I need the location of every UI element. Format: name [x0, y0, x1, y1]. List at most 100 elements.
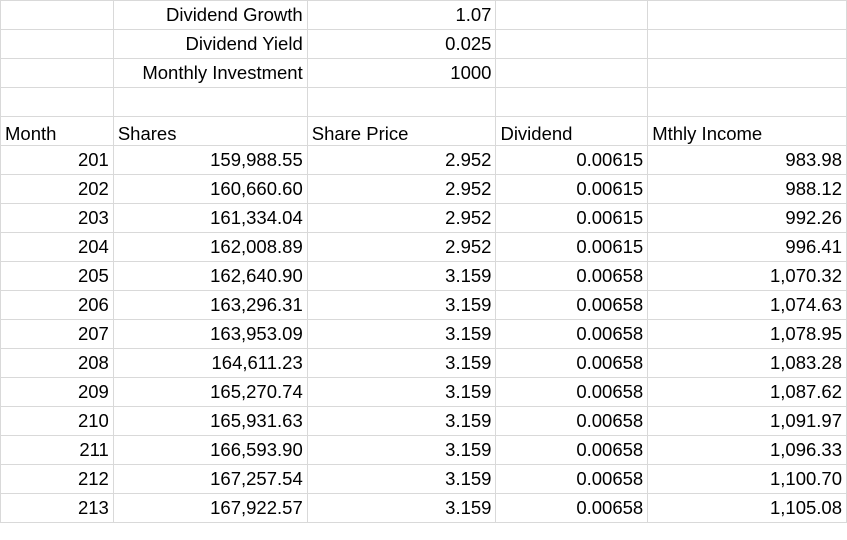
cell-dividend[interactable]: 0.00615: [495, 145, 649, 175]
table-row: 213 167,922.57 3.159 0.00658 1,105.08: [0, 493, 847, 523]
cell-dividend[interactable]: 0.00615: [495, 232, 649, 262]
cell-monthly-income[interactable]: 1,087.62: [647, 377, 847, 407]
cell-shares[interactable]: 160,660.60: [112, 174, 308, 204]
param-value[interactable]: 1000: [306, 58, 497, 88]
cell-dividend[interactable]: 0.00658: [495, 261, 649, 291]
header-shares[interactable]: Shares: [112, 116, 308, 146]
cell-empty[interactable]: [495, 0, 649, 30]
cell-monthly-income[interactable]: 996.41: [647, 232, 847, 262]
cell-empty[interactable]: [647, 0, 847, 30]
cell-monthly-income[interactable]: 1,096.33: [647, 435, 847, 465]
param-label[interactable]: Dividend Yield: [112, 29, 308, 59]
cell-empty[interactable]: [647, 58, 847, 88]
cell-dividend[interactable]: 0.00615: [495, 174, 649, 204]
cell-empty[interactable]: [306, 87, 497, 117]
cell-month[interactable]: 208: [0, 348, 114, 378]
cell-share-price[interactable]: 3.159: [306, 377, 497, 407]
cell-shares[interactable]: 165,931.63: [112, 406, 308, 436]
cell-month[interactable]: 202: [0, 174, 114, 204]
cell-share-price[interactable]: 3.159: [306, 290, 497, 320]
cell-month[interactable]: 213: [0, 493, 114, 523]
cell-month[interactable]: 212: [0, 464, 114, 494]
cell-empty[interactable]: [647, 29, 847, 59]
cell-monthly-income[interactable]: 983.98: [647, 145, 847, 175]
cell-monthly-income[interactable]: 1,083.28: [647, 348, 847, 378]
cell-month[interactable]: 203: [0, 203, 114, 233]
param-label[interactable]: Dividend Growth: [112, 0, 308, 30]
cell-empty[interactable]: [0, 0, 114, 30]
cell-empty[interactable]: [0, 87, 114, 117]
cell-shares[interactable]: 159,988.55: [112, 145, 308, 175]
cell-shares[interactable]: 162,640.90: [112, 261, 308, 291]
header-share-price[interactable]: Share Price: [306, 116, 497, 146]
cell-shares[interactable]: 162,008.89: [112, 232, 308, 262]
cell-empty[interactable]: [0, 58, 114, 88]
param-value[interactable]: 0.025: [306, 29, 497, 59]
cell-month[interactable]: 201: [0, 145, 114, 175]
cell-empty[interactable]: [0, 29, 114, 59]
cell-month[interactable]: 204: [0, 232, 114, 262]
cell-shares[interactable]: 161,334.04: [112, 203, 308, 233]
table-row: 202 160,660.60 2.952 0.00615 988.12: [0, 174, 847, 204]
header-month[interactable]: Month: [0, 116, 114, 146]
table-row: 206 163,296.31 3.159 0.00658 1,074.63: [0, 290, 847, 320]
cell-shares[interactable]: 164,611.23: [112, 348, 308, 378]
cell-share-price[interactable]: 3.159: [306, 435, 497, 465]
cell-dividend[interactable]: 0.00658: [495, 493, 649, 523]
param-label[interactable]: Monthly Investment: [112, 58, 308, 88]
cell-shares[interactable]: 167,922.57: [112, 493, 308, 523]
cell-shares[interactable]: 163,296.31: [112, 290, 308, 320]
param-value[interactable]: 1.07: [306, 0, 497, 30]
cell-dividend[interactable]: 0.00615: [495, 203, 649, 233]
table-row: 208 164,611.23 3.159 0.00658 1,083.28: [0, 348, 847, 378]
spreadsheet-grid: Dividend Growth 1.07 Dividend Yield 0.02…: [0, 0, 847, 523]
cell-monthly-income[interactable]: 1,078.95: [647, 319, 847, 349]
param-row-monthly-investment: Monthly Investment 1000: [0, 58, 847, 88]
cell-month[interactable]: 206: [0, 290, 114, 320]
cell-shares[interactable]: 163,953.09: [112, 319, 308, 349]
cell-monthly-income[interactable]: 988.12: [647, 174, 847, 204]
cell-dividend[interactable]: 0.00658: [495, 464, 649, 494]
cell-monthly-income[interactable]: 1,100.70: [647, 464, 847, 494]
cell-monthly-income[interactable]: 1,070.32: [647, 261, 847, 291]
cell-shares[interactable]: 166,593.90: [112, 435, 308, 465]
cell-shares[interactable]: 165,270.74: [112, 377, 308, 407]
cell-share-price[interactable]: 3.159: [306, 493, 497, 523]
cell-month[interactable]: 211: [0, 435, 114, 465]
table-row: 203 161,334.04 2.952 0.00615 992.26: [0, 203, 847, 233]
cell-month[interactable]: 209: [0, 377, 114, 407]
cell-share-price[interactable]: 2.952: [306, 203, 497, 233]
cell-empty[interactable]: [495, 58, 649, 88]
cell-month[interactable]: 205: [0, 261, 114, 291]
cell-month[interactable]: 210: [0, 406, 114, 436]
cell-monthly-income[interactable]: 1,105.08: [647, 493, 847, 523]
cell-share-price[interactable]: 2.952: [306, 174, 497, 204]
cell-monthly-income[interactable]: 992.26: [647, 203, 847, 233]
cell-share-price[interactable]: 3.159: [306, 348, 497, 378]
cell-share-price[interactable]: 3.159: [306, 406, 497, 436]
header-dividend[interactable]: Dividend: [495, 116, 649, 146]
cell-empty[interactable]: [495, 87, 649, 117]
cell-dividend[interactable]: 0.00658: [495, 290, 649, 320]
cell-share-price[interactable]: 3.159: [306, 319, 497, 349]
cell-empty[interactable]: [647, 87, 847, 117]
cell-share-price[interactable]: 2.952: [306, 145, 497, 175]
cell-dividend[interactable]: 0.00658: [495, 435, 649, 465]
table-row: 211 166,593.90 3.159 0.00658 1,096.33: [0, 435, 847, 465]
cell-share-price[interactable]: 3.159: [306, 261, 497, 291]
table-row: 205 162,640.90 3.159 0.00658 1,070.32: [0, 261, 847, 291]
cell-monthly-income[interactable]: 1,074.63: [647, 290, 847, 320]
data-rows: 201 159,988.55 2.952 0.00615 983.98 202 160,66…: [0, 145, 847, 523]
header-monthly-income[interactable]: Mthly Income: [647, 116, 847, 146]
cell-empty[interactable]: [495, 29, 649, 59]
cell-month[interactable]: 207: [0, 319, 114, 349]
cell-dividend[interactable]: 0.00658: [495, 319, 649, 349]
cell-dividend[interactable]: 0.00658: [495, 377, 649, 407]
cell-dividend[interactable]: 0.00658: [495, 348, 649, 378]
cell-share-price[interactable]: 2.952: [306, 232, 497, 262]
cell-share-price[interactable]: 3.159: [306, 464, 497, 494]
cell-shares[interactable]: 167,257.54: [112, 464, 308, 494]
cell-dividend[interactable]: 0.00658: [495, 406, 649, 436]
cell-empty[interactable]: [112, 87, 308, 117]
cell-monthly-income[interactable]: 1,091.97: [647, 406, 847, 436]
